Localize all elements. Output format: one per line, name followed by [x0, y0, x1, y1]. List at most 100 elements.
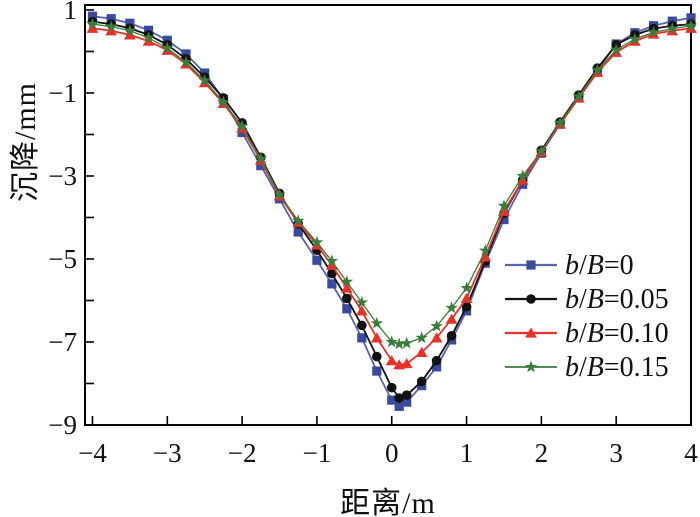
square-marker	[327, 279, 337, 289]
triangle-marker	[430, 332, 443, 343]
y-axis: 1 −1 −3 −5 −7 −9	[48, 0, 94, 440]
star-marker	[217, 95, 230, 108]
circle-marker	[386, 382, 397, 393]
star-marker	[647, 25, 660, 38]
triangle-marker	[123, 29, 136, 40]
triangle-marker	[370, 332, 383, 343]
triangle-marker	[142, 35, 155, 46]
star-marker	[310, 235, 324, 248]
star-marker	[254, 151, 268, 164]
series-b/B=0.15	[86, 17, 698, 350]
x-tick-label: 3	[609, 438, 623, 468]
y-axis-title: 沉降/mm	[9, 82, 42, 203]
x-tick-label: 0	[385, 438, 399, 468]
star-marker	[273, 188, 286, 200]
circle-marker	[431, 355, 442, 366]
star-marker	[553, 116, 567, 129]
square-marker	[372, 366, 382, 376]
circle-marker	[416, 376, 427, 387]
triangle-marker	[385, 355, 398, 366]
square-marker	[256, 161, 266, 171]
triangle-marker	[340, 282, 353, 293]
star-marker	[400, 336, 413, 349]
star-marker	[497, 199, 511, 212]
square-marker	[342, 304, 352, 314]
star-marker	[430, 319, 443, 332]
star-marker	[478, 244, 492, 257]
star-marker	[104, 19, 118, 32]
x-tick-label: −1	[303, 438, 332, 468]
y-tick-label: −7	[48, 327, 77, 357]
legend-item-b/B=0.15: b/B=0.15	[505, 352, 669, 383]
square-marker	[87, 11, 98, 21]
circle-marker	[357, 320, 367, 331]
circle-marker	[394, 393, 405, 403]
star-marker	[572, 89, 586, 102]
y-tick-label: 1	[64, 0, 78, 25]
square-marker	[402, 397, 412, 407]
y-tick-label: −9	[48, 410, 77, 440]
star-marker	[161, 41, 174, 54]
circle-marker	[342, 293, 352, 304]
y-tick-label: −3	[48, 161, 77, 191]
legend-label: b/B=0	[565, 250, 634, 281]
square-marker	[432, 362, 442, 372]
star-marker	[516, 169, 529, 182]
star-marker	[123, 24, 137, 37]
square-marker	[181, 49, 191, 59]
legend-label: b/B=0.05	[565, 284, 669, 315]
star-marker	[591, 63, 604, 76]
star-marker	[524, 360, 538, 373]
star-marker	[235, 119, 249, 132]
star-marker	[198, 73, 211, 86]
square-marker	[387, 395, 397, 405]
legend-label: b/B=0.10	[565, 318, 669, 349]
star-marker	[460, 281, 473, 294]
star-marker	[291, 214, 305, 227]
star-marker	[609, 43, 623, 56]
triangle-marker	[325, 259, 338, 270]
y-tick-label: −1	[48, 78, 77, 108]
square-marker	[686, 13, 696, 23]
square-marker	[312, 255, 322, 265]
circle-marker	[446, 330, 457, 341]
x-tick-label: −2	[228, 438, 257, 468]
square-marker	[106, 14, 116, 24]
circle-marker	[327, 268, 337, 279]
triangle-marker	[105, 25, 118, 36]
triangle-marker	[415, 346, 428, 357]
x-tick-label: 2	[535, 438, 549, 468]
legend-label: b/B=0.15	[565, 352, 669, 383]
star-marker	[325, 254, 339, 267]
triangle-marker	[479, 251, 492, 262]
legend-item-b/B=0.05: b/B=0.05	[505, 284, 669, 315]
x-axis: −4 −3 −2 −1 0 1 2 3 4	[78, 416, 698, 468]
star-marker	[445, 301, 458, 314]
star-marker	[340, 275, 354, 288]
star-marker	[179, 55, 193, 68]
square-marker	[394, 401, 404, 411]
star-marker	[415, 331, 428, 344]
square-marker	[293, 227, 303, 237]
x-tick-label: −3	[153, 438, 182, 468]
star-marker	[86, 17, 99, 30]
star-marker	[684, 19, 698, 32]
circle-marker	[526, 294, 536, 304]
star-marker	[355, 295, 369, 308]
circle-marker	[461, 301, 472, 312]
legend-item-b/B=0.10: b/B=0.10	[505, 318, 669, 349]
star-marker	[142, 31, 155, 44]
square-marker	[125, 18, 135, 28]
x-tick-label: 4	[684, 438, 698, 468]
y-tick-label: −5	[48, 244, 77, 274]
circle-marker	[401, 390, 412, 400]
star-marker	[535, 144, 548, 157]
triangle-marker	[525, 327, 537, 338]
triangle-marker	[86, 22, 99, 33]
triangle-marker	[355, 305, 368, 316]
square-marker	[357, 333, 367, 343]
triangle-marker	[460, 292, 473, 304]
triangle-marker	[445, 313, 458, 324]
